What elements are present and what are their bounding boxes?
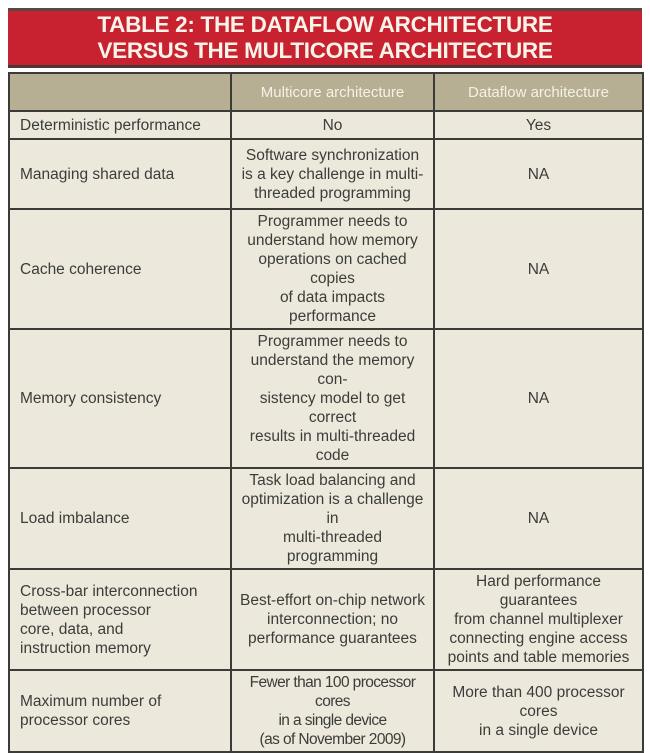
table-row: Deterministic performance No Yes	[8, 110, 644, 140]
row-label-memory-consistency: Memory consistency	[8, 328, 232, 469]
cell-multicore-maximum-processor-cores: Fewer than 100 processor cores in a sing…	[230, 669, 435, 753]
cell-multicore-deterministic-performance: No	[230, 110, 435, 140]
row-label-cache-coherence: Cache coherence	[8, 208, 232, 330]
table-title-banner: TABLE 2: THE DATAFLOW ARCHITECTURE VERSU…	[8, 8, 642, 68]
cell-dataflow-deterministic-performance: Yes	[433, 110, 644, 140]
table-row: Maximum number of processor cores Fewer …	[8, 669, 644, 753]
table-row: Managing shared data Software synchroniz…	[8, 138, 644, 210]
cell-dataflow-managing-shared-data: NA	[433, 138, 644, 210]
column-header-empty	[8, 72, 232, 112]
table-row: Cache coherence Programmer needs to unde…	[8, 208, 644, 330]
row-label-managing-shared-data: Managing shared data	[8, 138, 232, 210]
column-header-row: Multicore architecture Dataflow architec…	[8, 72, 644, 112]
table-row: Load imbalance Task load balancing and o…	[8, 467, 644, 570]
cell-dataflow-crossbar-interconnection: Hard performance guarantees from channel…	[433, 568, 644, 671]
row-label-crossbar-interconnection: Cross-bar interconnection between proces…	[8, 568, 232, 671]
cell-dataflow-memory-consistency: NA	[433, 328, 644, 469]
cell-dataflow-maximum-processor-cores: More than 400 processor cores in a singl…	[433, 669, 644, 753]
architecture-comparison-table: Multicore architecture Dataflow architec…	[8, 72, 644, 753]
cell-multicore-crossbar-interconnection: Best-effort on-chip network interconnect…	[230, 568, 435, 671]
row-label-maximum-processor-cores: Maximum number of processor cores	[8, 669, 232, 753]
table-figure: TABLE 2: THE DATAFLOW ARCHITECTURE VERSU…	[0, 8, 650, 753]
cell-multicore-load-imbalance: Task load balancing and optimization is …	[230, 467, 435, 570]
cell-dataflow-load-imbalance: NA	[433, 467, 644, 570]
cell-dataflow-cache-coherence: NA	[433, 208, 644, 330]
row-label-load-imbalance: Load imbalance	[8, 467, 232, 570]
table-row: Memory consistency Programmer needs to u…	[8, 328, 644, 469]
column-header-dataflow: Dataflow architecture	[433, 72, 644, 112]
column-header-multicore: Multicore architecture	[230, 72, 435, 112]
row-label-deterministic-performance: Deterministic performance	[8, 110, 232, 140]
table-row: Cross-bar interconnection between proces…	[8, 568, 644, 671]
cell-multicore-memory-consistency: Programmer needs to understand the memor…	[230, 328, 435, 469]
cell-multicore-cache-coherence: Programmer needs to understand how memor…	[230, 208, 435, 330]
cell-multicore-managing-shared-data: Software synchronization is a key challe…	[230, 138, 435, 210]
